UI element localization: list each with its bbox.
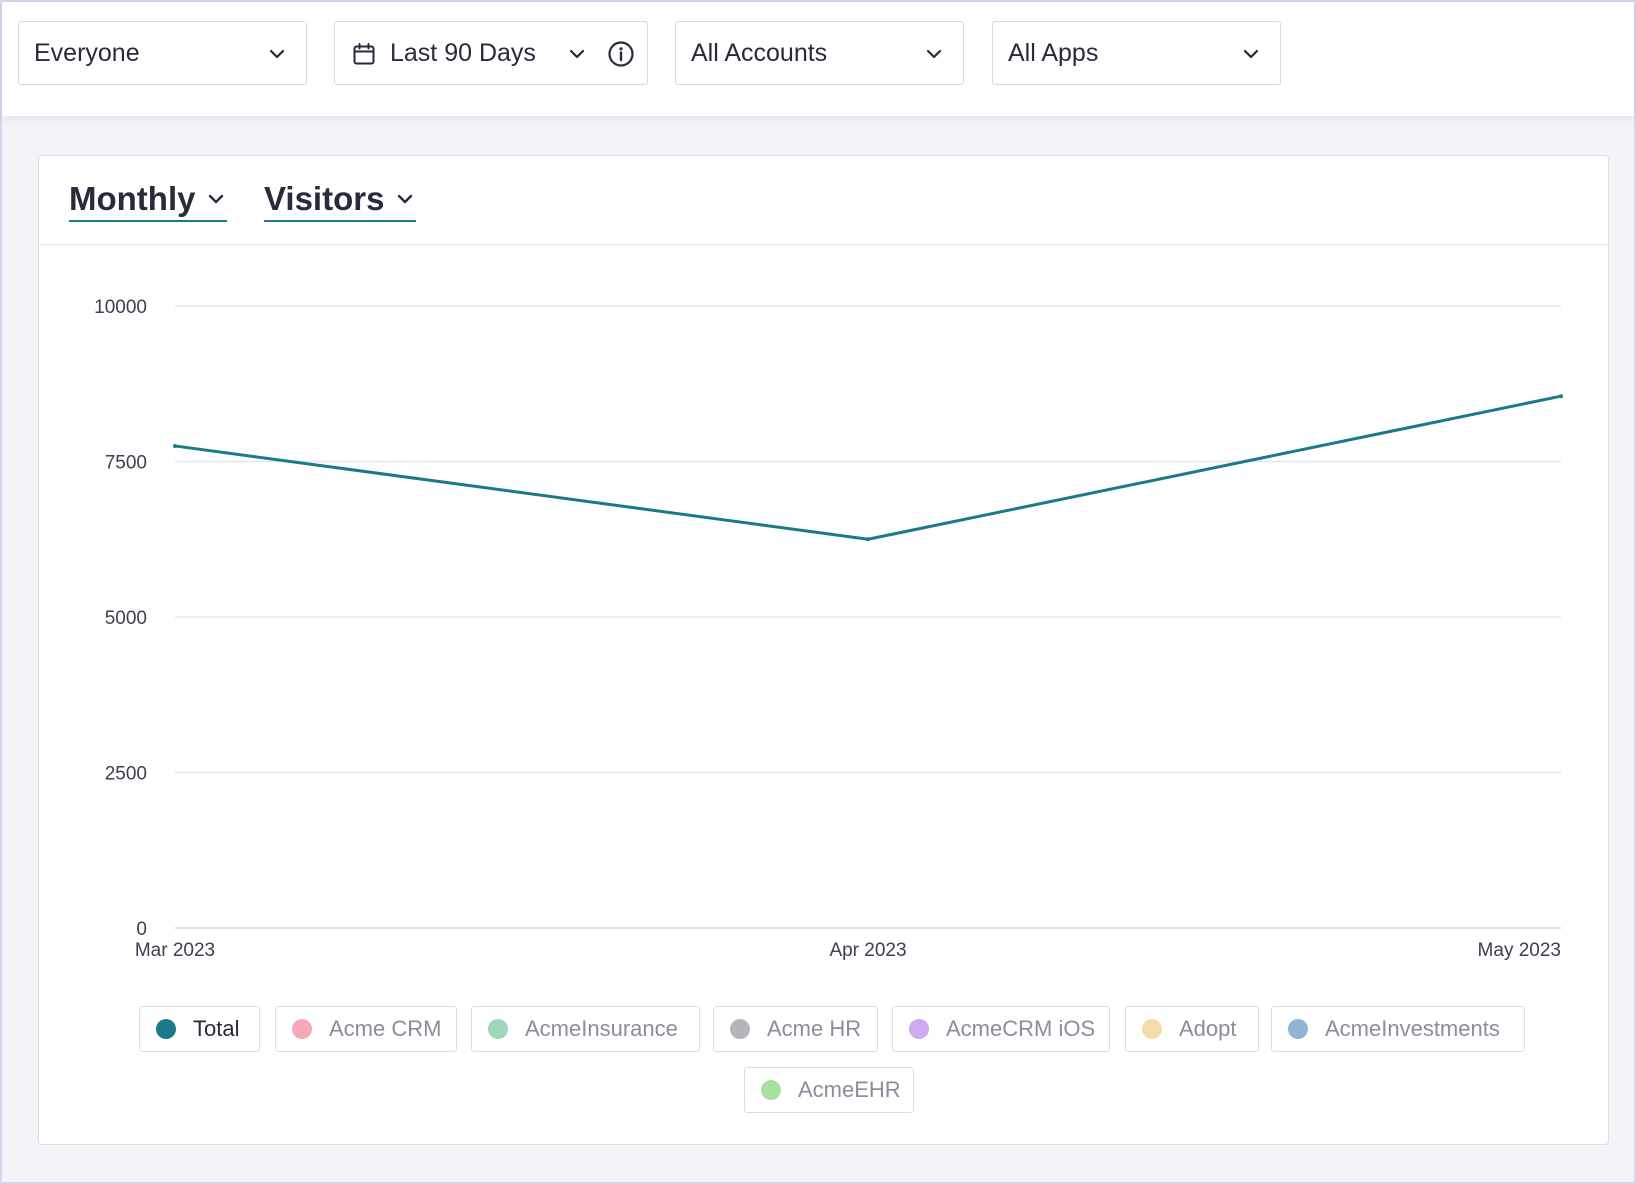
- y-tick-label: 5000: [105, 608, 147, 629]
- legend-swatch: [1142, 1019, 1162, 1039]
- series-line-total: [174, 394, 1562, 541]
- chevron-down-icon: [269, 49, 285, 59]
- info-icon[interactable]: [607, 40, 635, 68]
- segment-dropdown-label: Everyone: [34, 38, 140, 67]
- y-tick-label: 0: [136, 919, 147, 940]
- accounts-dropdown-label: All Accounts: [691, 38, 828, 67]
- legend-swatch: [292, 1019, 312, 1039]
- legend-swatch: [909, 1019, 929, 1039]
- chart-card: Monthly Visitors 10000 7500 5000 2500 0 Mar 2…: [38, 155, 1609, 1145]
- legend-swatch: [156, 1019, 176, 1039]
- legend-item-acmeehr[interactable]: AcmeEHR: [744, 1067, 914, 1113]
- y-tick-label: 10000: [94, 297, 147, 318]
- legend-item-acmeinvestments[interactable]: AcmeInvestments: [1271, 1006, 1525, 1052]
- interval-dropdown-label: Monthly: [69, 180, 196, 217]
- interval-dropdown[interactable]: Monthly: [69, 178, 228, 222]
- date-range-label: Last 90 Days: [390, 38, 536, 67]
- data-point: [866, 537, 870, 542]
- data-point: [173, 443, 177, 448]
- legend-swatch: [1288, 1019, 1308, 1039]
- chevron-down-icon: [569, 49, 585, 59]
- legend-item-adopt[interactable]: Adopt: [1125, 1006, 1259, 1052]
- legend-label: Acme CRM: [329, 1016, 442, 1041]
- legend-label: AcmeCRM iOS: [946, 1016, 1096, 1041]
- chevron-down-icon: [209, 194, 224, 204]
- chevron-down-icon: [398, 194, 413, 204]
- legend-item-acme-crm[interactable]: Acme CRM: [275, 1006, 457, 1052]
- calendar-icon: [353, 43, 375, 65]
- apps-dropdown[interactable]: All Apps: [992, 21, 1281, 85]
- x-tick-label: Mar 2023: [135, 940, 215, 961]
- chevron-down-icon: [926, 49, 942, 59]
- legend-label: AcmeInsurance: [525, 1016, 678, 1041]
- legend-label: AcmeInvestments: [1325, 1016, 1500, 1041]
- card-header: Monthly Visitors: [39, 156, 1608, 245]
- legend-swatch: [761, 1080, 781, 1100]
- metric-dropdown[interactable]: Visitors: [264, 178, 417, 222]
- legend-swatch: [488, 1019, 508, 1039]
- y-tick-label: 2500: [105, 764, 147, 785]
- x-tick-label: Apr 2023: [829, 940, 906, 961]
- legend-label: Acme HR: [767, 1016, 862, 1041]
- segment-dropdown[interactable]: Everyone: [18, 21, 307, 85]
- legend-item-acmecrm-ios[interactable]: AcmeCRM iOS: [892, 1006, 1110, 1052]
- x-tick-label: May 2023: [1478, 940, 1561, 961]
- legend-label: Total: [193, 1016, 240, 1041]
- accounts-dropdown[interactable]: All Accounts: [675, 21, 964, 85]
- legend-label: AcmeEHR: [798, 1077, 901, 1102]
- y-tick-label: 7500: [105, 453, 147, 474]
- filter-bar: Everyone Last 90 Days All Accounts All A…: [2, 2, 1634, 116]
- data-point: [1559, 394, 1563, 399]
- legend-item-acmeinsurance[interactable]: AcmeInsurance: [471, 1006, 700, 1052]
- legend-label: Adopt: [1179, 1016, 1237, 1041]
- legend-item-total[interactable]: Total: [139, 1006, 260, 1052]
- metric-dropdown-label: Visitors: [264, 180, 385, 217]
- date-range-dropdown[interactable]: Last 90 Days: [334, 21, 648, 85]
- legend-swatch: [730, 1019, 750, 1039]
- chevron-down-icon: [1243, 49, 1259, 59]
- legend-item-acme-hr[interactable]: Acme HR: [713, 1006, 878, 1052]
- apps-dropdown-label: All Apps: [1008, 38, 1099, 67]
